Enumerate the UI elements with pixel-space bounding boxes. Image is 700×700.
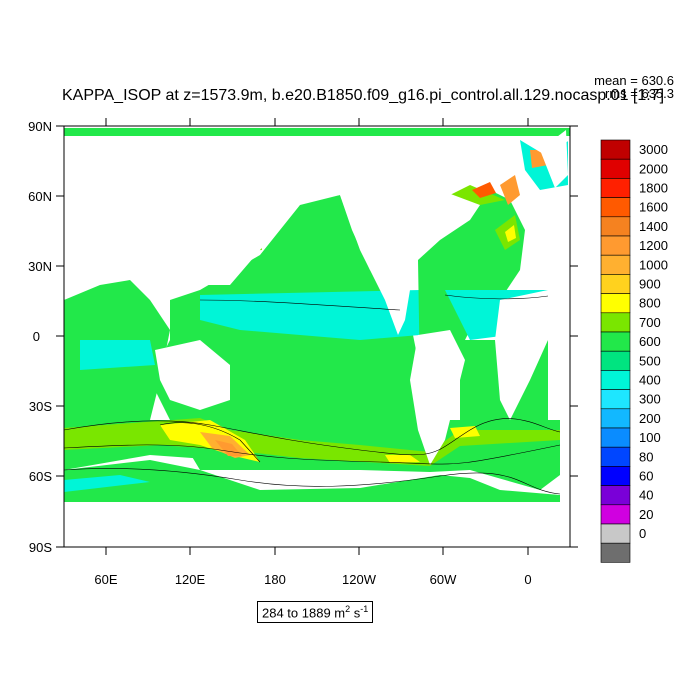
colorbar-swatch [600, 542, 631, 563]
lat-label: 90N [28, 119, 52, 134]
lat-label: 0 [33, 329, 40, 344]
lat-label: 30S [29, 399, 52, 414]
colorbar-label: 2000 [639, 161, 668, 176]
colorbar-swatch [600, 370, 631, 390]
colorbar-label: 900 [639, 277, 661, 292]
range-label-exp1: 2 [345, 604, 351, 614]
colorbar-label: 400 [639, 373, 661, 388]
colorbar-label: 3000 [639, 142, 668, 157]
map-plot-area [63, 125, 571, 548]
colorbar-label: 1400 [639, 219, 668, 234]
colorbar-swatch [600, 446, 631, 467]
colorbar: 3000200018001600140012001000900800700600… [600, 139, 668, 563]
rms-stat: rms = 635.3 [604, 86, 674, 101]
range-label-box: 284 to 1889 m2 s-1 [257, 601, 374, 624]
lon-label: 60E [94, 572, 117, 587]
colorbar-swatch [600, 427, 631, 448]
northern-landmass [64, 136, 570, 335]
colorbar-swatch [600, 178, 631, 198]
mean-stat: mean = 630.6 [594, 73, 674, 88]
colorbar-label: 300 [639, 392, 661, 407]
colorbar-swatch [600, 350, 631, 371]
colorbar-label: 1000 [639, 257, 668, 272]
lon-label: 180 [264, 572, 286, 587]
lon-label: 120E [175, 572, 206, 587]
lon-label: 120W [342, 572, 377, 587]
colorbar-swatch [600, 158, 631, 179]
colorbar-swatch [600, 139, 631, 160]
plot-title: KAPPA_ISOP at z=1573.9m, b.e20.B1850.f09… [62, 87, 665, 104]
colorbar-swatch [600, 389, 631, 410]
lat-label: 90S [29, 540, 52, 555]
colorbar-swatch [600, 235, 631, 256]
south-america-land [410, 330, 465, 465]
colorbar-swatch [600, 254, 631, 275]
colorbar-label: 60 [639, 469, 653, 484]
colorbar-swatch [600, 466, 631, 486]
latitude-labels: 90N 60N 30N 0 30S 60S 90S [28, 119, 52, 555]
axis-ticks [56, 118, 578, 555]
colorbar-swatch [600, 293, 631, 314]
colorbar-label: 1600 [639, 200, 668, 215]
colorbar-label: 0 [639, 526, 646, 541]
range-label-mid: s [350, 605, 361, 621]
colorbar-label: 500 [639, 353, 661, 368]
colorbar-label: 1200 [639, 238, 668, 253]
colorbar-swatch [600, 331, 631, 352]
colorbar-swatch [600, 504, 631, 525]
lat-label: 30N [28, 259, 52, 274]
colorbar-label: 1800 [639, 181, 668, 196]
australia-land [155, 340, 230, 410]
colorbar-label: 20 [639, 507, 653, 522]
colorbar-label: 700 [639, 315, 661, 330]
colorbar-swatch [600, 216, 631, 237]
range-label-text: 284 to 1889 m [262, 605, 346, 621]
lat-label: 60N [28, 189, 52, 204]
lon-label: 60W [430, 572, 457, 587]
range-label-exp2: -1 [360, 604, 369, 614]
colorbar-label: 40 [639, 488, 653, 503]
longitude-labels: 60E 120E 180 120W 60W 0 [94, 572, 531, 587]
colorbar-swatch [600, 485, 631, 506]
antarctica-land [64, 502, 570, 547]
colorbar-swatch [600, 408, 631, 429]
lon-label: 0 [524, 572, 531, 587]
lat-label: 60S [29, 469, 52, 484]
colorbar-label: 80 [639, 449, 653, 464]
colorbar-label: 100 [639, 430, 661, 445]
africa-land [495, 290, 548, 420]
colorbar-swatch [600, 274, 631, 294]
colorbar-label: 600 [639, 334, 661, 349]
colorbar-label: 800 [639, 296, 661, 311]
arctic-ocean-field [64, 128, 570, 136]
colorbar-label: 200 [639, 411, 661, 426]
colorbar-swatch [600, 523, 631, 544]
colorbar-swatch [600, 197, 631, 218]
colorbar-swatch [600, 312, 631, 333]
